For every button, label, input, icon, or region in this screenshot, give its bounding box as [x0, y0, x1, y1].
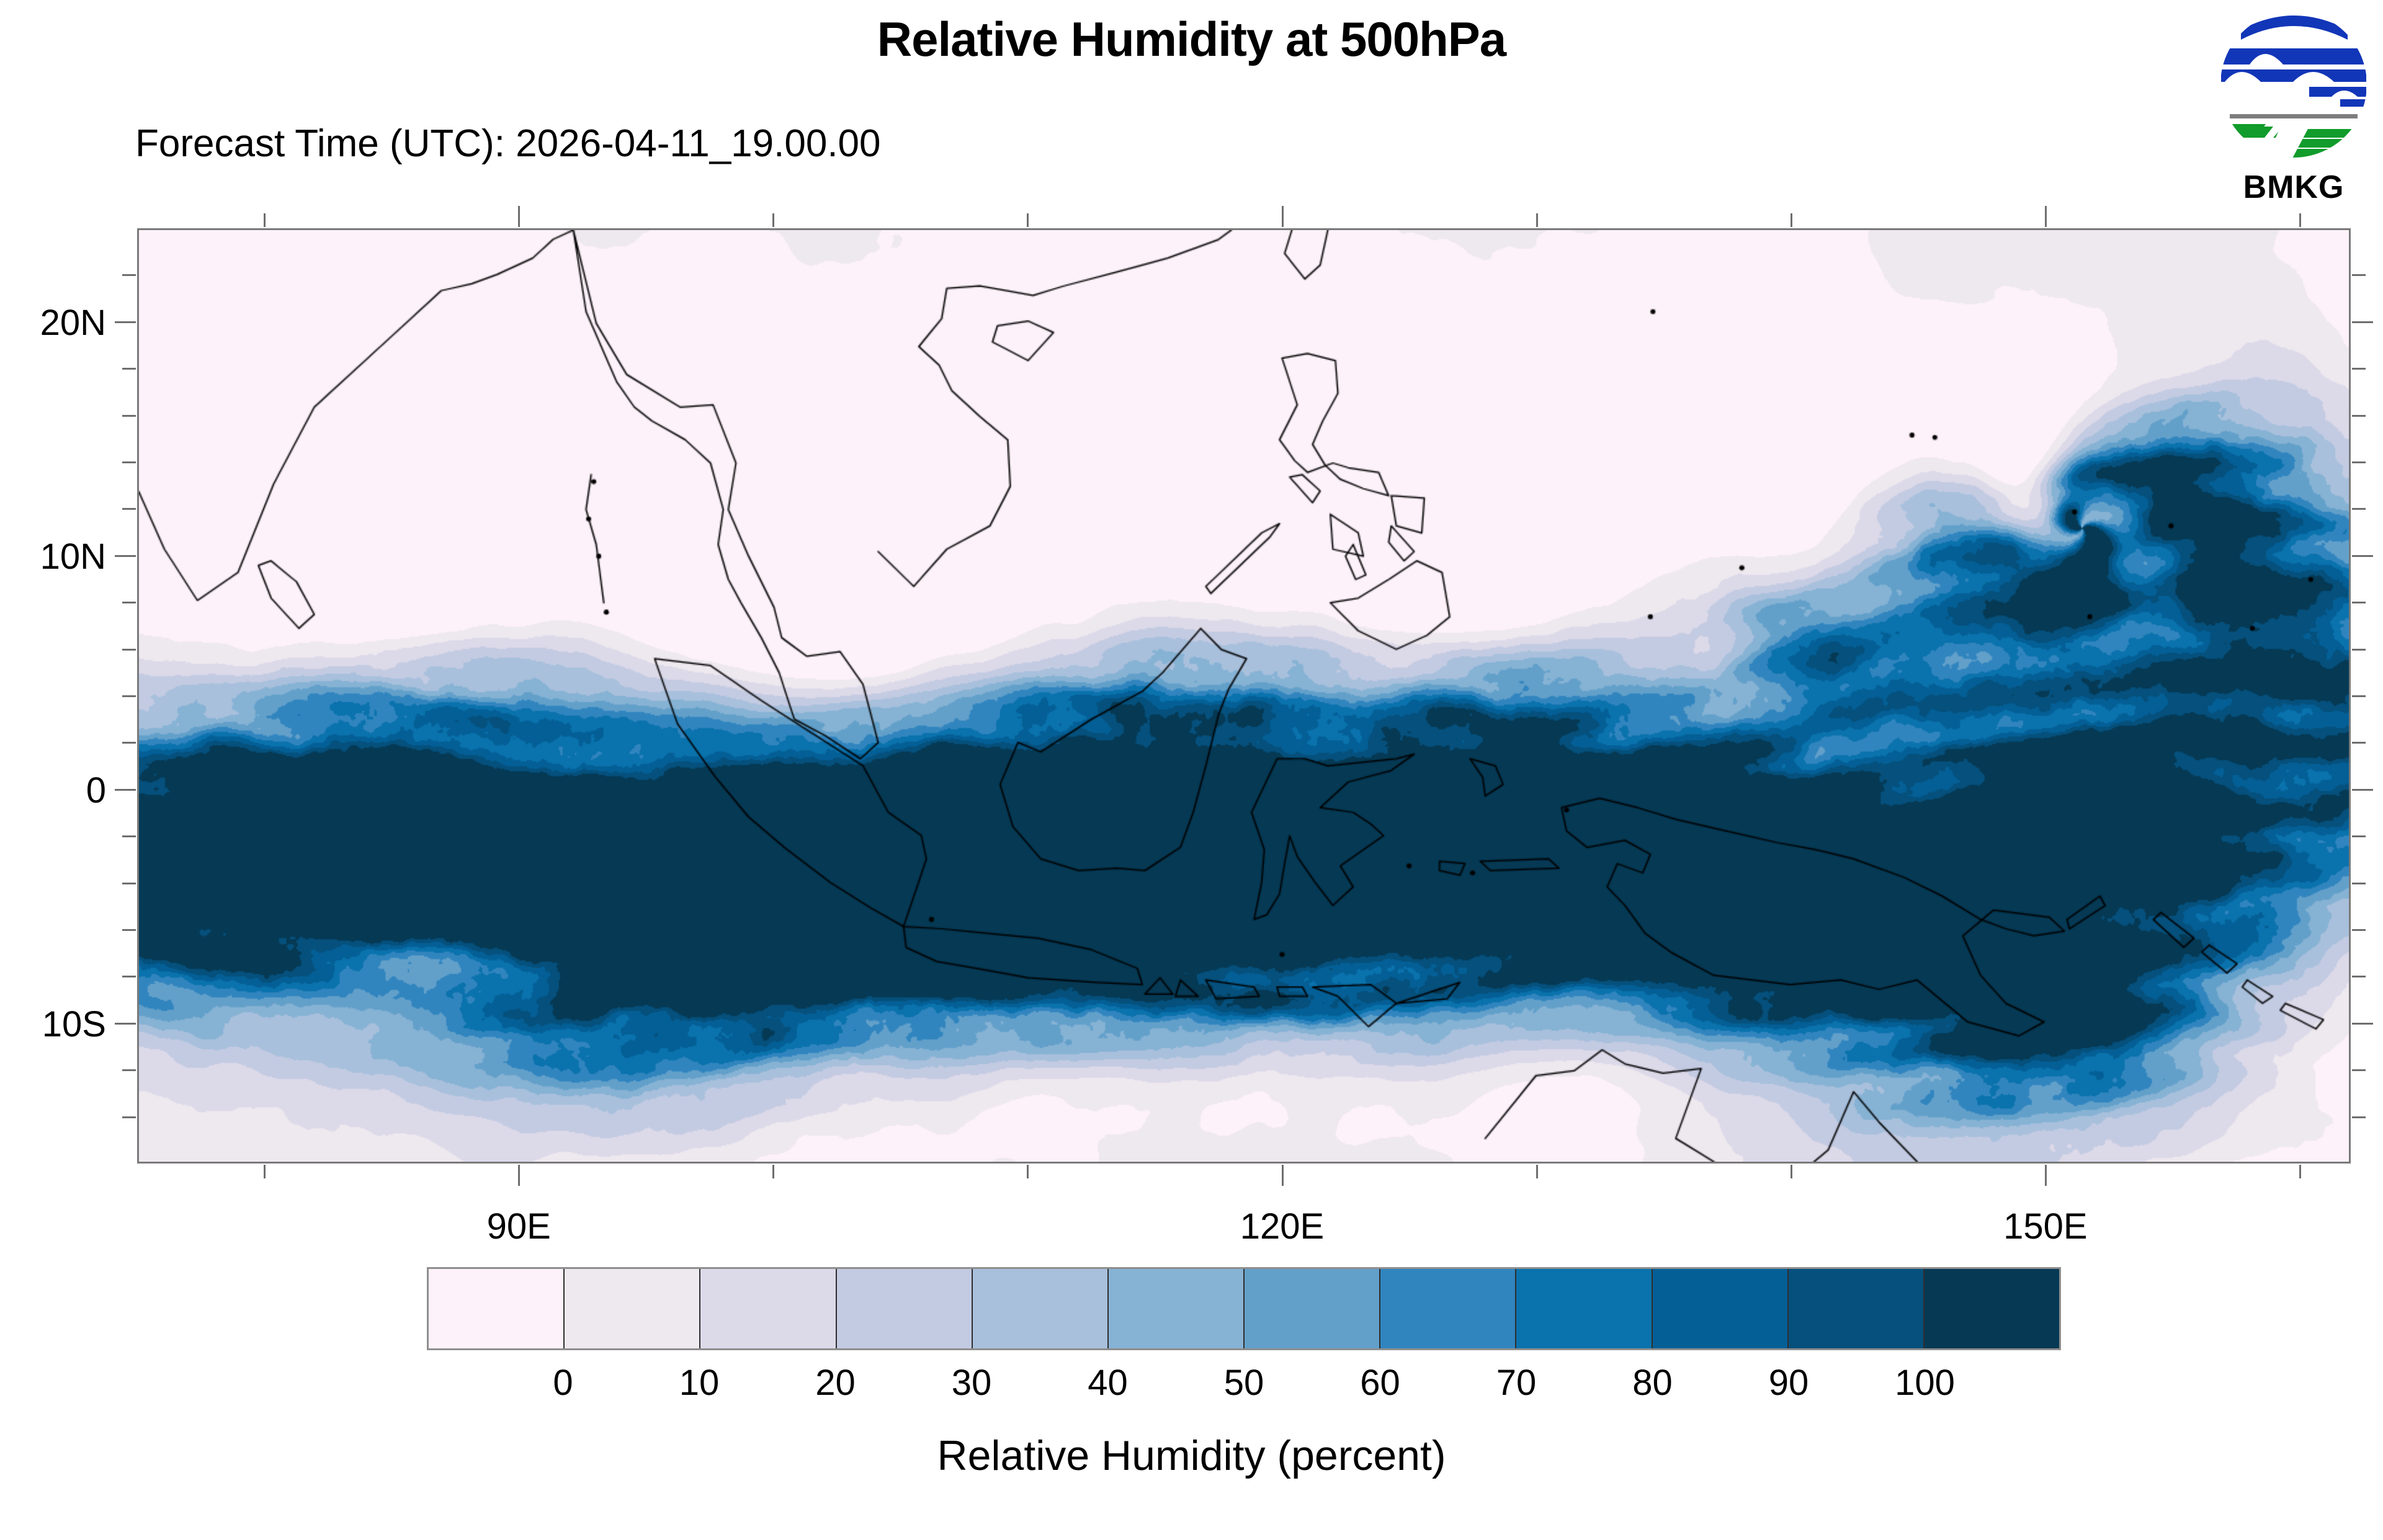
- forecast-time-label: Forecast Time (UTC): 2026-04-11_19.00.00: [135, 122, 881, 165]
- x-axis-minor-tick: [2299, 1165, 2301, 1178]
- colorbar-swatch: [1788, 1269, 1925, 1348]
- bmkg-logo: [2216, 5, 2371, 203]
- x-axis-major-tick: [1281, 1165, 1284, 1186]
- y-axis-minor-tick: [122, 414, 136, 417]
- y-axis-minor-tick: [122, 1116, 136, 1118]
- x-axis-minor-tick-top: [1027, 213, 1029, 227]
- colorbar-tick-label: 100: [1895, 1363, 1955, 1403]
- bmkg-divider: [2230, 114, 2358, 118]
- y-axis-minor-tick: [122, 835, 136, 838]
- y-axis-minor-tick-right: [2352, 1069, 2366, 1072]
- colorbar-tick-label: 20: [815, 1363, 856, 1403]
- y-axis-minor-tick-right: [2352, 648, 2366, 651]
- y-axis-minor-tick: [122, 648, 136, 651]
- x-axis-minor-tick-top: [772, 213, 775, 227]
- y-axis-minor-tick: [122, 742, 136, 744]
- colorbar: [427, 1267, 2061, 1350]
- x-axis-minor-tick: [1536, 1165, 1538, 1178]
- colorbar-tick-label: 50: [1223, 1363, 1264, 1403]
- y-axis-major-tick: [115, 554, 136, 557]
- y-axis-minor-tick-right: [2352, 742, 2366, 744]
- colorbar-swatch: [1108, 1269, 1245, 1348]
- x-axis-major-tick: [2044, 1165, 2047, 1186]
- x-axis-minor-tick: [772, 1165, 775, 1178]
- y-axis-minor-tick-right: [2352, 695, 2366, 697]
- x-axis-tick-label: 90E: [486, 1206, 551, 1247]
- colorbar-tick-label: 30: [951, 1363, 992, 1403]
- colorbar-swatch: [700, 1269, 837, 1348]
- y-axis-minor-tick: [122, 368, 136, 370]
- colorbar-swatch: [1516, 1269, 1653, 1348]
- y-axis-minor-tick-right: [2352, 835, 2366, 838]
- x-axis-minor-tick-top: [1790, 213, 1792, 227]
- y-axis-minor-tick-right: [2352, 882, 2366, 884]
- y-axis-minor-tick: [122, 274, 136, 277]
- y-axis-minor-tick: [122, 976, 136, 978]
- y-axis-minor-tick-right: [2352, 602, 2366, 604]
- y-axis-minor-tick-right: [2352, 368, 2366, 370]
- x-axis-major-tick-top: [1281, 206, 1284, 227]
- humidity-heatmap-canvas: [139, 230, 2349, 1162]
- y-axis-minor-tick: [122, 508, 136, 510]
- colorbar-tick-label: 70: [1496, 1363, 1537, 1403]
- colorbar-tick-label: 60: [1360, 1363, 1400, 1403]
- y-axis-tick-label: 20N: [40, 302, 106, 343]
- y-axis-minor-tick-right: [2352, 976, 2366, 978]
- colorbar-swatch: [565, 1269, 701, 1348]
- y-axis-minor-tick: [122, 461, 136, 463]
- bmkg-cloud-stripes: [2221, 16, 2366, 107]
- y-axis-minor-tick: [122, 602, 136, 604]
- y-axis-minor-tick-right: [2352, 1116, 2366, 1118]
- y-axis-major-tick: [115, 1022, 136, 1025]
- y-axis-minor-tick-right: [2352, 274, 2366, 277]
- y-axis-major-tick: [115, 788, 136, 791]
- y-axis-minor-tick: [122, 1069, 136, 1072]
- colorbar-tick-label: 40: [1088, 1363, 1128, 1403]
- y-axis-minor-tick-right: [2352, 414, 2366, 417]
- page-title: Relative Humidity at 500hPa: [877, 12, 1506, 66]
- colorbar-swatch: [1380, 1269, 1517, 1348]
- y-axis-minor-tick: [122, 695, 136, 697]
- y-axis-minor-tick-right: [2352, 929, 2366, 931]
- x-axis-minor-tick: [1027, 1165, 1029, 1178]
- y-axis-major-tick-right: [2352, 321, 2373, 323]
- x-axis-minor-tick-top: [1536, 213, 1538, 227]
- colorbar-tick-label: 10: [679, 1363, 720, 1403]
- colorbar-swatch: [972, 1269, 1109, 1348]
- x-axis-tick-label: 150E: [2003, 1206, 2088, 1247]
- y-axis-major-tick-right: [2352, 788, 2373, 791]
- colorbar-swatch: [1652, 1269, 1789, 1348]
- bmkg-wordmark: BMKG: [2243, 169, 2345, 205]
- x-axis-major-tick-top: [518, 206, 521, 227]
- colorbar-axis-label: Relative Humidity (percent): [937, 1432, 1446, 1479]
- y-axis-tick-label: 10N: [40, 536, 106, 577]
- y-axis-minor-tick: [122, 929, 136, 931]
- x-axis-major-tick: [518, 1165, 521, 1186]
- x-axis-major-tick-top: [2044, 206, 2047, 227]
- colorbar-tick-label: 90: [1768, 1363, 1809, 1403]
- colorbar-swatch: [836, 1269, 973, 1348]
- y-axis-major-tick-right: [2352, 1022, 2373, 1025]
- colorbar-swatch: [1924, 1269, 2060, 1348]
- colorbar-tick-label: 80: [1632, 1363, 1673, 1403]
- y-axis-major-tick-right: [2352, 554, 2373, 557]
- map-plot-area: [137, 228, 2351, 1164]
- x-axis-tick-label: 120E: [1240, 1206, 1325, 1247]
- x-axis-minor-tick: [1790, 1165, 1792, 1178]
- x-axis-minor-tick-top: [2299, 213, 2301, 227]
- y-axis-minor-tick: [122, 882, 136, 884]
- colorbar-tick-label: 0: [553, 1363, 573, 1403]
- x-axis-minor-tick-top: [264, 213, 266, 227]
- y-axis-tick-label: 10S: [42, 1004, 106, 1044]
- y-axis-minor-tick-right: [2352, 508, 2366, 510]
- y-axis-minor-tick-right: [2352, 461, 2366, 463]
- x-axis-minor-tick: [264, 1165, 266, 1178]
- colorbar-swatch: [1245, 1269, 1381, 1348]
- colorbar-swatch: [429, 1269, 565, 1348]
- bmkg-wave-stripes: [2227, 124, 2365, 158]
- y-axis-tick-label: 0: [86, 770, 106, 811]
- y-axis-major-tick: [115, 321, 136, 323]
